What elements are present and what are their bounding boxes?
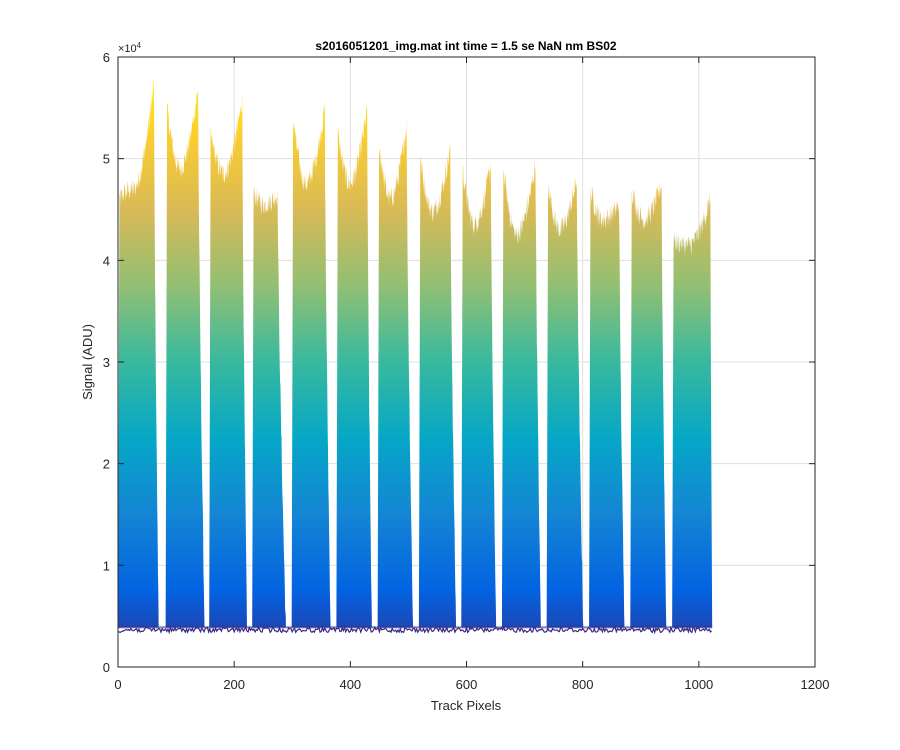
signal-segment <box>589 184 625 628</box>
y-axis-label: Signal (ADU) <box>80 324 95 400</box>
x-tick-label: 200 <box>223 677 245 692</box>
y-axis-exponent: ×104 <box>118 41 142 55</box>
x-tick-label: 400 <box>339 677 361 692</box>
signal-area <box>118 74 713 667</box>
signal-segment <box>418 138 457 628</box>
y-tick-label: 0 <box>103 660 110 675</box>
chart-title: s2016051201_img.mat int time = 1.5 se Na… <box>315 39 616 53</box>
x-axis-ticks: 0 200 400 600 800 1000 1200 <box>114 57 829 692</box>
signal-segment <box>165 90 205 628</box>
y-tick-label: 2 <box>103 457 110 472</box>
x-tick-label: 1000 <box>684 677 713 692</box>
y-tick-label: 5 <box>103 152 110 167</box>
signal-segment <box>209 90 247 628</box>
x-tick-label: 600 <box>456 677 478 692</box>
y-tick-label: 1 <box>103 558 110 573</box>
signal-segment <box>630 181 667 628</box>
signal-segment <box>291 99 331 628</box>
x-tick-label: 0 <box>114 677 121 692</box>
signal-segment <box>252 184 286 628</box>
x-axis-label: Track Pixels <box>431 698 502 713</box>
y-tick-label: 3 <box>103 355 110 370</box>
baseline-edge <box>118 625 712 635</box>
y-axis-ticks: 0 1 2 3 4 5 6 <box>103 50 815 675</box>
x-tick-label: 800 <box>572 677 594 692</box>
signal-segment <box>377 117 414 628</box>
signal-segment <box>461 162 497 628</box>
baseline-band <box>118 627 713 667</box>
x-tick-label: 1200 <box>801 677 830 692</box>
y-tick-label: 4 <box>103 253 110 268</box>
floor-fill <box>118 626 713 629</box>
y-tick-label: 6 <box>103 50 110 65</box>
signal-segment <box>501 160 541 628</box>
signal-segment <box>118 74 159 628</box>
signal-segment <box>546 177 584 628</box>
signal-segment <box>336 103 372 628</box>
signal-segment <box>672 191 713 628</box>
